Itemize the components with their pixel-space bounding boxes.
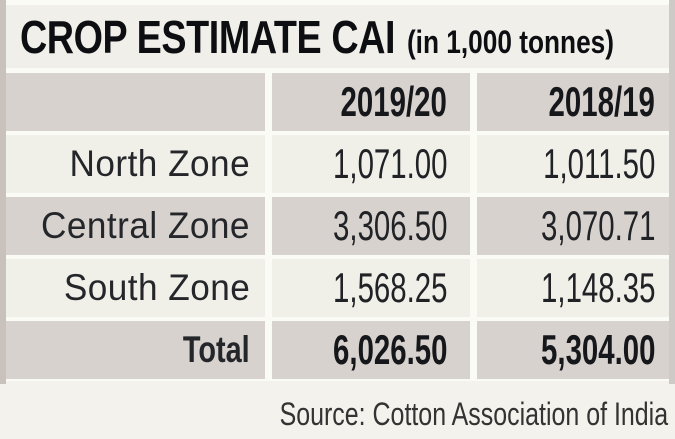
total-2019-20: 6,026.50 <box>332 326 447 373</box>
title-inner: CROP ESTIMATE CAI (in 1,000 tonnes) <box>6 10 614 64</box>
total-value-cell: 6,026.50 <box>272 321 470 379</box>
page-title: CROP ESTIMATE CAI <box>19 10 396 63</box>
left-page-edge <box>0 0 6 384</box>
value-2019-20: 1,568.25 <box>332 264 447 311</box>
table-value-cell: 3,306.50 <box>272 197 470 255</box>
value-2019-20: 1,071.00 <box>332 140 447 187</box>
source-text: Source: Cotton Association of India <box>279 395 668 432</box>
total-label: Total <box>183 329 250 370</box>
column-header-label: 2018/19 <box>548 78 655 125</box>
column-header-2019-20: 2019/20 <box>272 73 470 131</box>
table-row-label-cell: North Zone <box>6 135 265 193</box>
title-bar: CROP ESTIMATE CAI (in 1,000 tonnes) <box>6 5 669 68</box>
value-2019-20: 3,306.50 <box>332 202 447 249</box>
value-2018-19: 3,070.71 <box>540 202 655 249</box>
row-label: Central Zone <box>41 205 250 246</box>
total-2018-19: 5,304.00 <box>540 326 655 373</box>
header-spacer-cell <box>6 73 265 131</box>
value-2018-19: 1,011.50 <box>542 140 655 187</box>
right-page-edge <box>669 0 675 384</box>
table-value-cell: 1,148.35 <box>477 259 669 317</box>
source-line: Source: Cotton Association of India <box>170 394 668 434</box>
column-header-label: 2019/20 <box>340 78 447 125</box>
total-value-cell: 5,304.00 <box>477 321 669 379</box>
value-2018-19: 1,148.35 <box>540 264 655 311</box>
table-value-cell: 3,070.71 <box>477 197 669 255</box>
table-row-label-cell: South Zone <box>6 259 265 317</box>
table-value-cell: 1,071.00 <box>272 135 470 193</box>
table-row-label-cell: Central Zone <box>6 197 265 255</box>
table-value-cell: 1,568.25 <box>272 259 470 317</box>
table-value-cell: 1,011.50 <box>477 135 669 193</box>
total-label-cell: Total <box>6 321 265 379</box>
row-label: South Zone <box>63 267 250 308</box>
column-header-2018-19: 2018/19 <box>477 73 669 131</box>
data-table: 2019/20 2018/19 North Zone 1,071.00 1,01… <box>6 73 669 379</box>
row-label: North Zone <box>69 143 250 184</box>
title-unit-note: (in 1,000 tonnes) <box>406 23 614 60</box>
